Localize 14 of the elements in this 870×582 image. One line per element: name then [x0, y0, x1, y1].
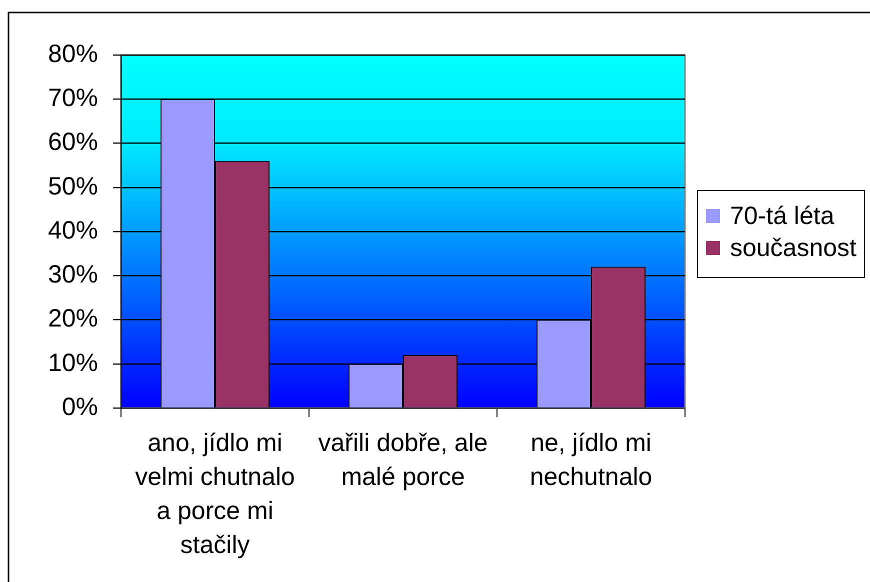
y-tick-label: 70% — [48, 84, 98, 112]
legend-label: současnost — [730, 234, 856, 262]
y-tick-label: 30% — [48, 260, 98, 289]
y-tick-label: 80% — [48, 40, 98, 68]
y-tick-label: 20% — [48, 304, 98, 333]
x-tick-label: ne, jídlo mi nechutnalo — [530, 428, 652, 491]
x-tick-label: ano, jídlo mi velmi chutnalo a porce mi stačily — [135, 428, 295, 559]
y-tick-label: 40% — [48, 216, 98, 244]
x-tick-label: vařili dobře, ale malé porce — [318, 428, 488, 491]
y-tick-label: 10% — [48, 348, 98, 377]
y-tick-label: 60% — [48, 128, 98, 156]
y-tick-label: 0% — [62, 392, 98, 421]
y-tick-label: 50% — [48, 172, 98, 200]
legend-label: 70-tá léta — [730, 202, 834, 230]
